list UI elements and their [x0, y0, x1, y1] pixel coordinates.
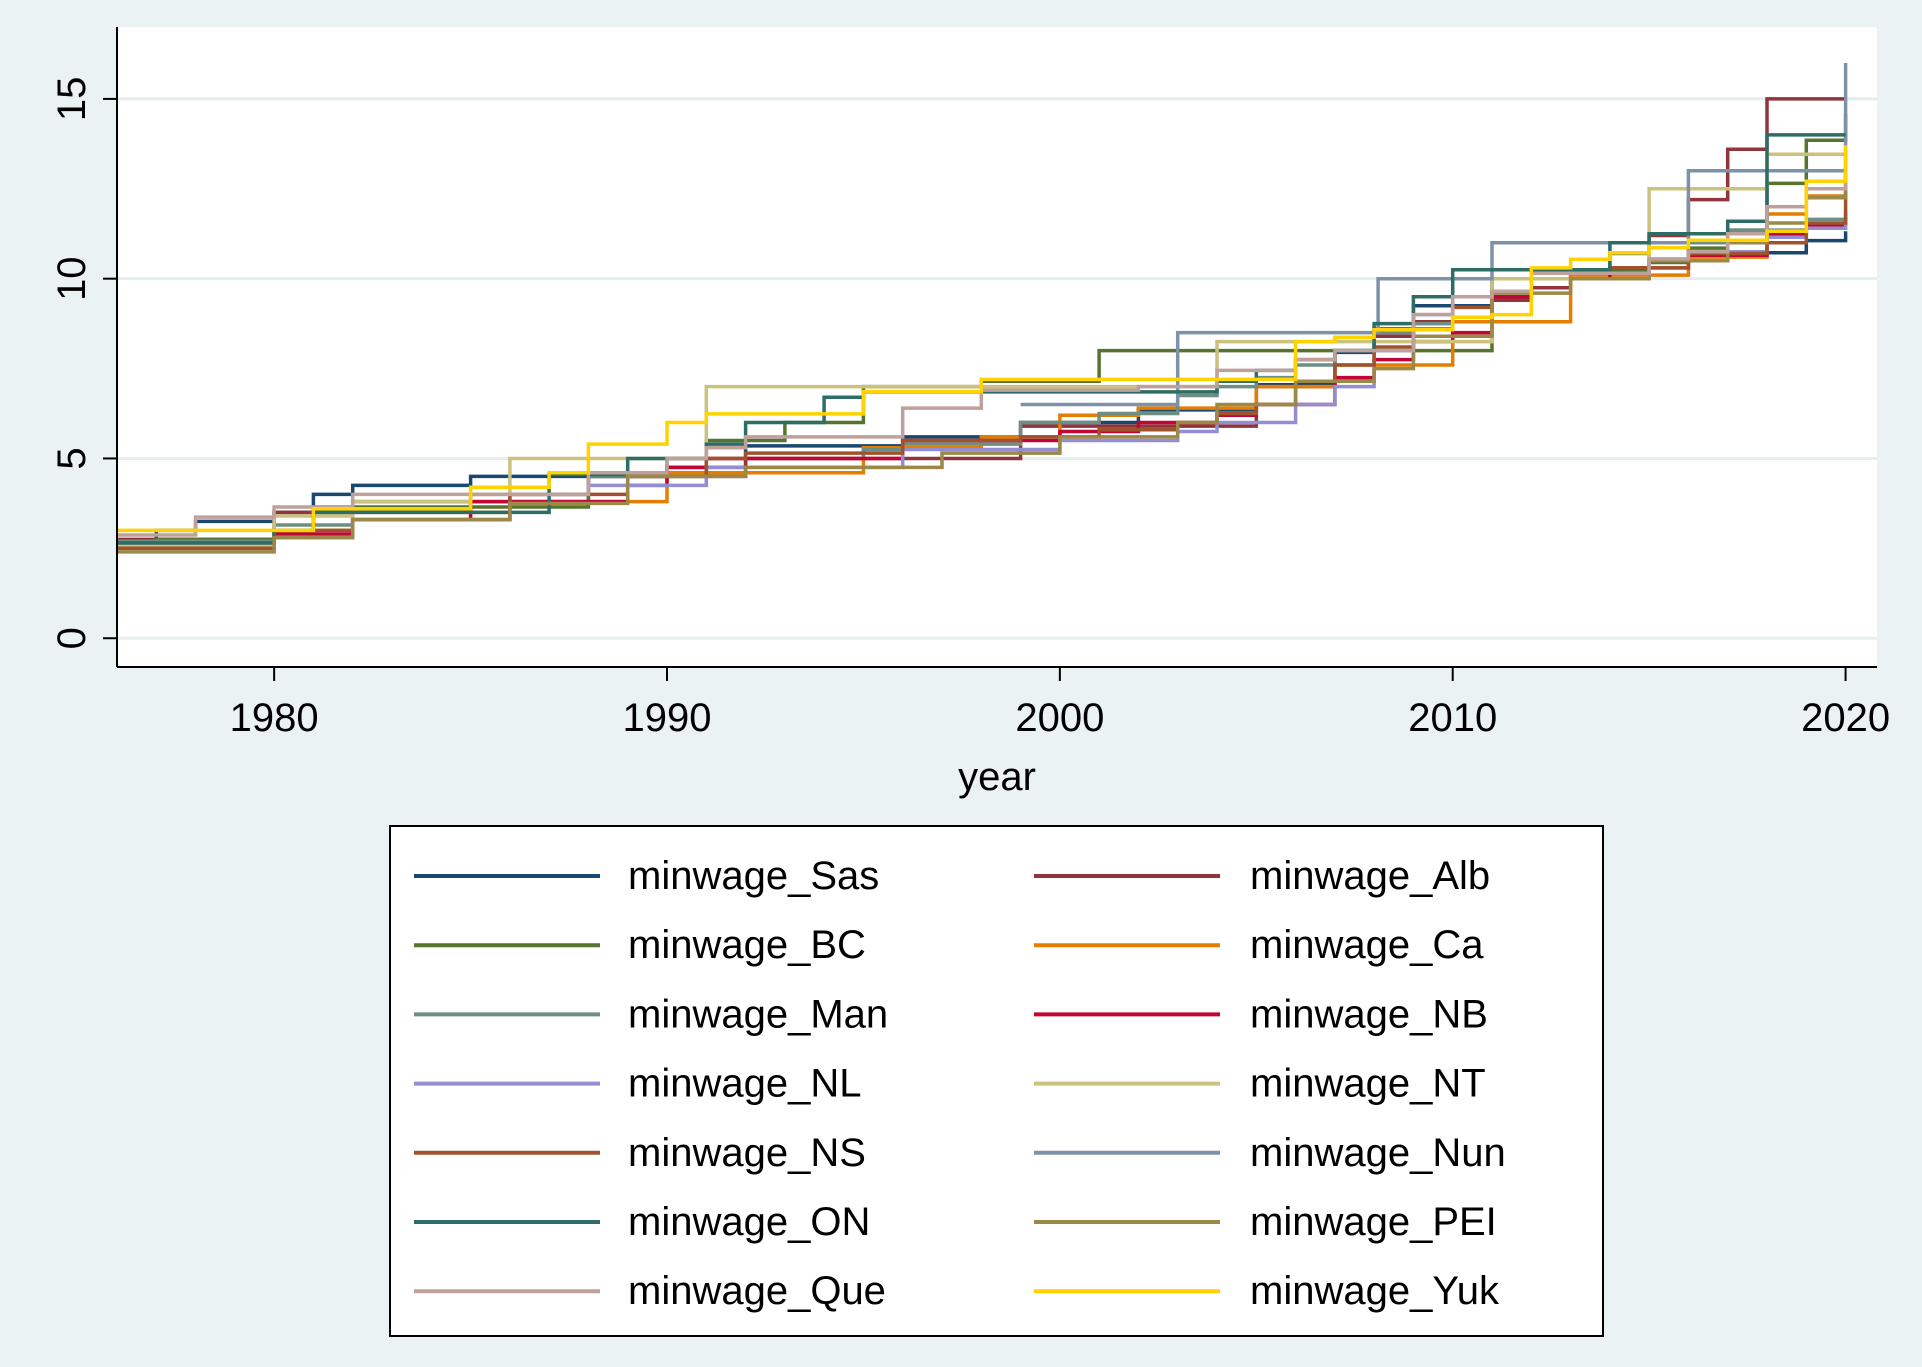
legend-label: minwage_Man	[628, 992, 888, 1036]
y-tick-label: 0	[50, 627, 94, 649]
y-tick-label: 5	[50, 447, 94, 469]
legend-label: minwage_NT	[1250, 1062, 1486, 1106]
legend: minwage_Sas minwage_Alb minwage_BC minwage_…	[389, 825, 1604, 1337]
legend-item-minwage-on: minwage_ON	[414, 1200, 870, 1244]
legend-label: minwage_Nun	[1250, 1131, 1506, 1175]
legend-item-minwage-que: minwage_Que	[414, 1269, 886, 1313]
tick-marks: 0 5 10 15 1980 1990 2000 2010 2020	[50, 77, 1890, 740]
legend-label: minwage_ON	[628, 1200, 870, 1244]
legend-item-minwage-ns: minwage_NS	[414, 1131, 866, 1175]
legend-item-minwage-ca: minwage_Ca	[1034, 923, 1484, 967]
x-tick-label: 2000	[1015, 696, 1104, 740]
legend-item-minwage-pei: minwage_PEI	[1034, 1200, 1497, 1244]
legend-label: minwage_Yuk	[1250, 1269, 1500, 1313]
legend-item-minwage-nt: minwage_NT	[1034, 1062, 1486, 1106]
legend-item-minwage-sas: minwage_Sas	[414, 854, 879, 898]
y-tick-label: 10	[50, 256, 94, 301]
legend-label: minwage_Que	[628, 1269, 886, 1313]
legend-label: minwage_Ca	[1250, 923, 1484, 967]
legend-items: minwage_Sas minwage_Alb minwage_BC minwage_…	[414, 854, 1506, 1313]
legend-label: minwage_BC	[628, 923, 866, 967]
legend-item-minwage-man: minwage_Man	[414, 992, 888, 1036]
x-tick-label: 1990	[623, 696, 712, 740]
legend-label: minwage_Sas	[628, 854, 879, 898]
legend-item-minwage-yuk: minwage_Yuk	[1034, 1269, 1500, 1313]
legend-label: minwage_PEI	[1250, 1200, 1497, 1244]
legend-item-minwage-nb: minwage_NB	[1034, 992, 1488, 1036]
x-tick-label: 1980	[230, 696, 319, 740]
legend-box	[389, 825, 1604, 1337]
x-axis-label: year	[958, 755, 1036, 799]
series-lines	[117, 63, 1848, 554]
plot-area	[117, 27, 1877, 667]
legend-label: minwage_NS	[628, 1131, 866, 1175]
x-tick-label: 2020	[1801, 696, 1890, 740]
legend-item-minwage-nun: minwage_Nun	[1034, 1131, 1506, 1175]
legend-label: minwage_Alb	[1250, 854, 1490, 898]
series-line-minwage-yuk	[117, 145, 1848, 533]
x-tick-label: 2010	[1408, 696, 1497, 740]
axes	[116, 27, 1877, 668]
series-line-minwage-que	[117, 167, 1848, 537]
y-tick-label: 15	[50, 77, 94, 122]
legend-item-minwage-alb: minwage_Alb	[1034, 854, 1490, 898]
legend-label: minwage_NB	[1250, 992, 1488, 1036]
legend-item-minwage-nl: minwage_NL	[414, 1062, 861, 1106]
legend-label: minwage_NL	[628, 1062, 861, 1106]
legend-item-minwage-bc: minwage_BC	[414, 923, 866, 967]
